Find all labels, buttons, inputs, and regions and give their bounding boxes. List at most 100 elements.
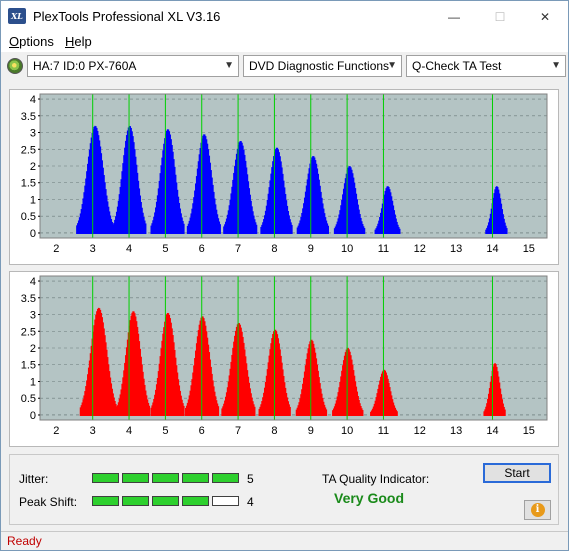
bar [134, 149, 136, 234]
bar [322, 203, 324, 234]
bar [359, 214, 361, 234]
bar [191, 208, 193, 234]
bar [396, 221, 398, 234]
bar [301, 212, 303, 234]
bar [200, 317, 202, 416]
bar [306, 179, 309, 234]
jitter-meter [92, 473, 239, 483]
peak-shift-meter [92, 496, 239, 506]
bar [334, 403, 337, 416]
bar [487, 398, 489, 416]
bar [247, 181, 250, 234]
chevron-down-icon: ▼ [224, 60, 234, 71]
bar [286, 205, 289, 234]
bar [155, 207, 157, 234]
bar [281, 167, 283, 234]
bar [497, 189, 500, 234]
bar [120, 179, 122, 234]
bar [215, 400, 218, 416]
bar [324, 407, 327, 416]
bar [270, 343, 272, 416]
bar [337, 392, 339, 416]
bar [214, 198, 216, 234]
bar [259, 406, 261, 416]
bar [123, 370, 125, 416]
bar [287, 210, 290, 234]
bar [302, 383, 304, 416]
bar [112, 393, 114, 416]
bar [374, 400, 377, 416]
bar [205, 325, 207, 416]
bar [207, 149, 210, 234]
bar [200, 142, 202, 234]
bar [359, 403, 361, 416]
bar [175, 174, 177, 234]
bar [137, 180, 140, 234]
bar [372, 406, 375, 416]
start-button[interactable]: Start [483, 463, 551, 483]
x-tick-label: 13 [450, 425, 462, 437]
minimize-button[interactable]: — [448, 9, 460, 24]
bar [99, 309, 102, 416]
bar [236, 324, 239, 416]
bar [348, 349, 350, 416]
bar [119, 186, 121, 234]
bar [176, 372, 179, 416]
bar [130, 127, 132, 234]
bar [79, 213, 82, 234]
bar [101, 317, 103, 416]
bar [495, 186, 497, 234]
bar [308, 344, 310, 416]
bar [232, 348, 234, 416]
bar [89, 353, 92, 416]
bar [391, 200, 394, 234]
close-button[interactable]: ✕ [539, 9, 551, 24]
bar [198, 154, 201, 234]
bar [108, 211, 111, 234]
bar [164, 138, 166, 234]
bar [340, 205, 342, 234]
bar [86, 171, 88, 234]
bar [485, 406, 487, 416]
bar [379, 380, 381, 416]
bar [250, 200, 252, 234]
maximize-button[interactable]: ☐ [494, 9, 506, 24]
bar [498, 382, 501, 416]
bar [279, 156, 281, 234]
bar [315, 358, 318, 416]
bar [339, 210, 341, 234]
bar [349, 166, 351, 234]
bar [138, 341, 141, 416]
bar [242, 336, 244, 416]
bar [270, 173, 272, 234]
bar [142, 212, 144, 234]
function-select[interactable]: DVD Diagnostic Functions ▼ [243, 55, 402, 77]
bar [132, 311, 134, 416]
menu-options[interactable]: Options [9, 34, 54, 49]
bar [488, 218, 491, 234]
bar [499, 198, 502, 234]
bar [273, 156, 275, 234]
test-select[interactable]: Q-Check TA Test ▼ [406, 55, 566, 77]
bar [126, 339, 129, 416]
bar [197, 161, 200, 234]
bar [283, 376, 285, 416]
bar [85, 386, 87, 416]
bar [323, 208, 325, 234]
bar [302, 377, 305, 416]
drive-select[interactable]: HA:7 ID:0 PX-760A ▼ [27, 55, 239, 77]
bar [393, 405, 396, 416]
y-tick-label: 2.5 [21, 144, 36, 156]
bar [140, 201, 142, 234]
bar [187, 223, 190, 234]
bar [214, 391, 216, 416]
bar [300, 394, 302, 416]
bar [291, 224, 293, 234]
bar [276, 147, 279, 234]
bar [132, 136, 134, 234]
bar [254, 219, 256, 234]
menu-help[interactable]: Help [65, 34, 92, 49]
y-tick-label: 1 [30, 194, 36, 206]
info-button[interactable]: i [524, 500, 551, 520]
